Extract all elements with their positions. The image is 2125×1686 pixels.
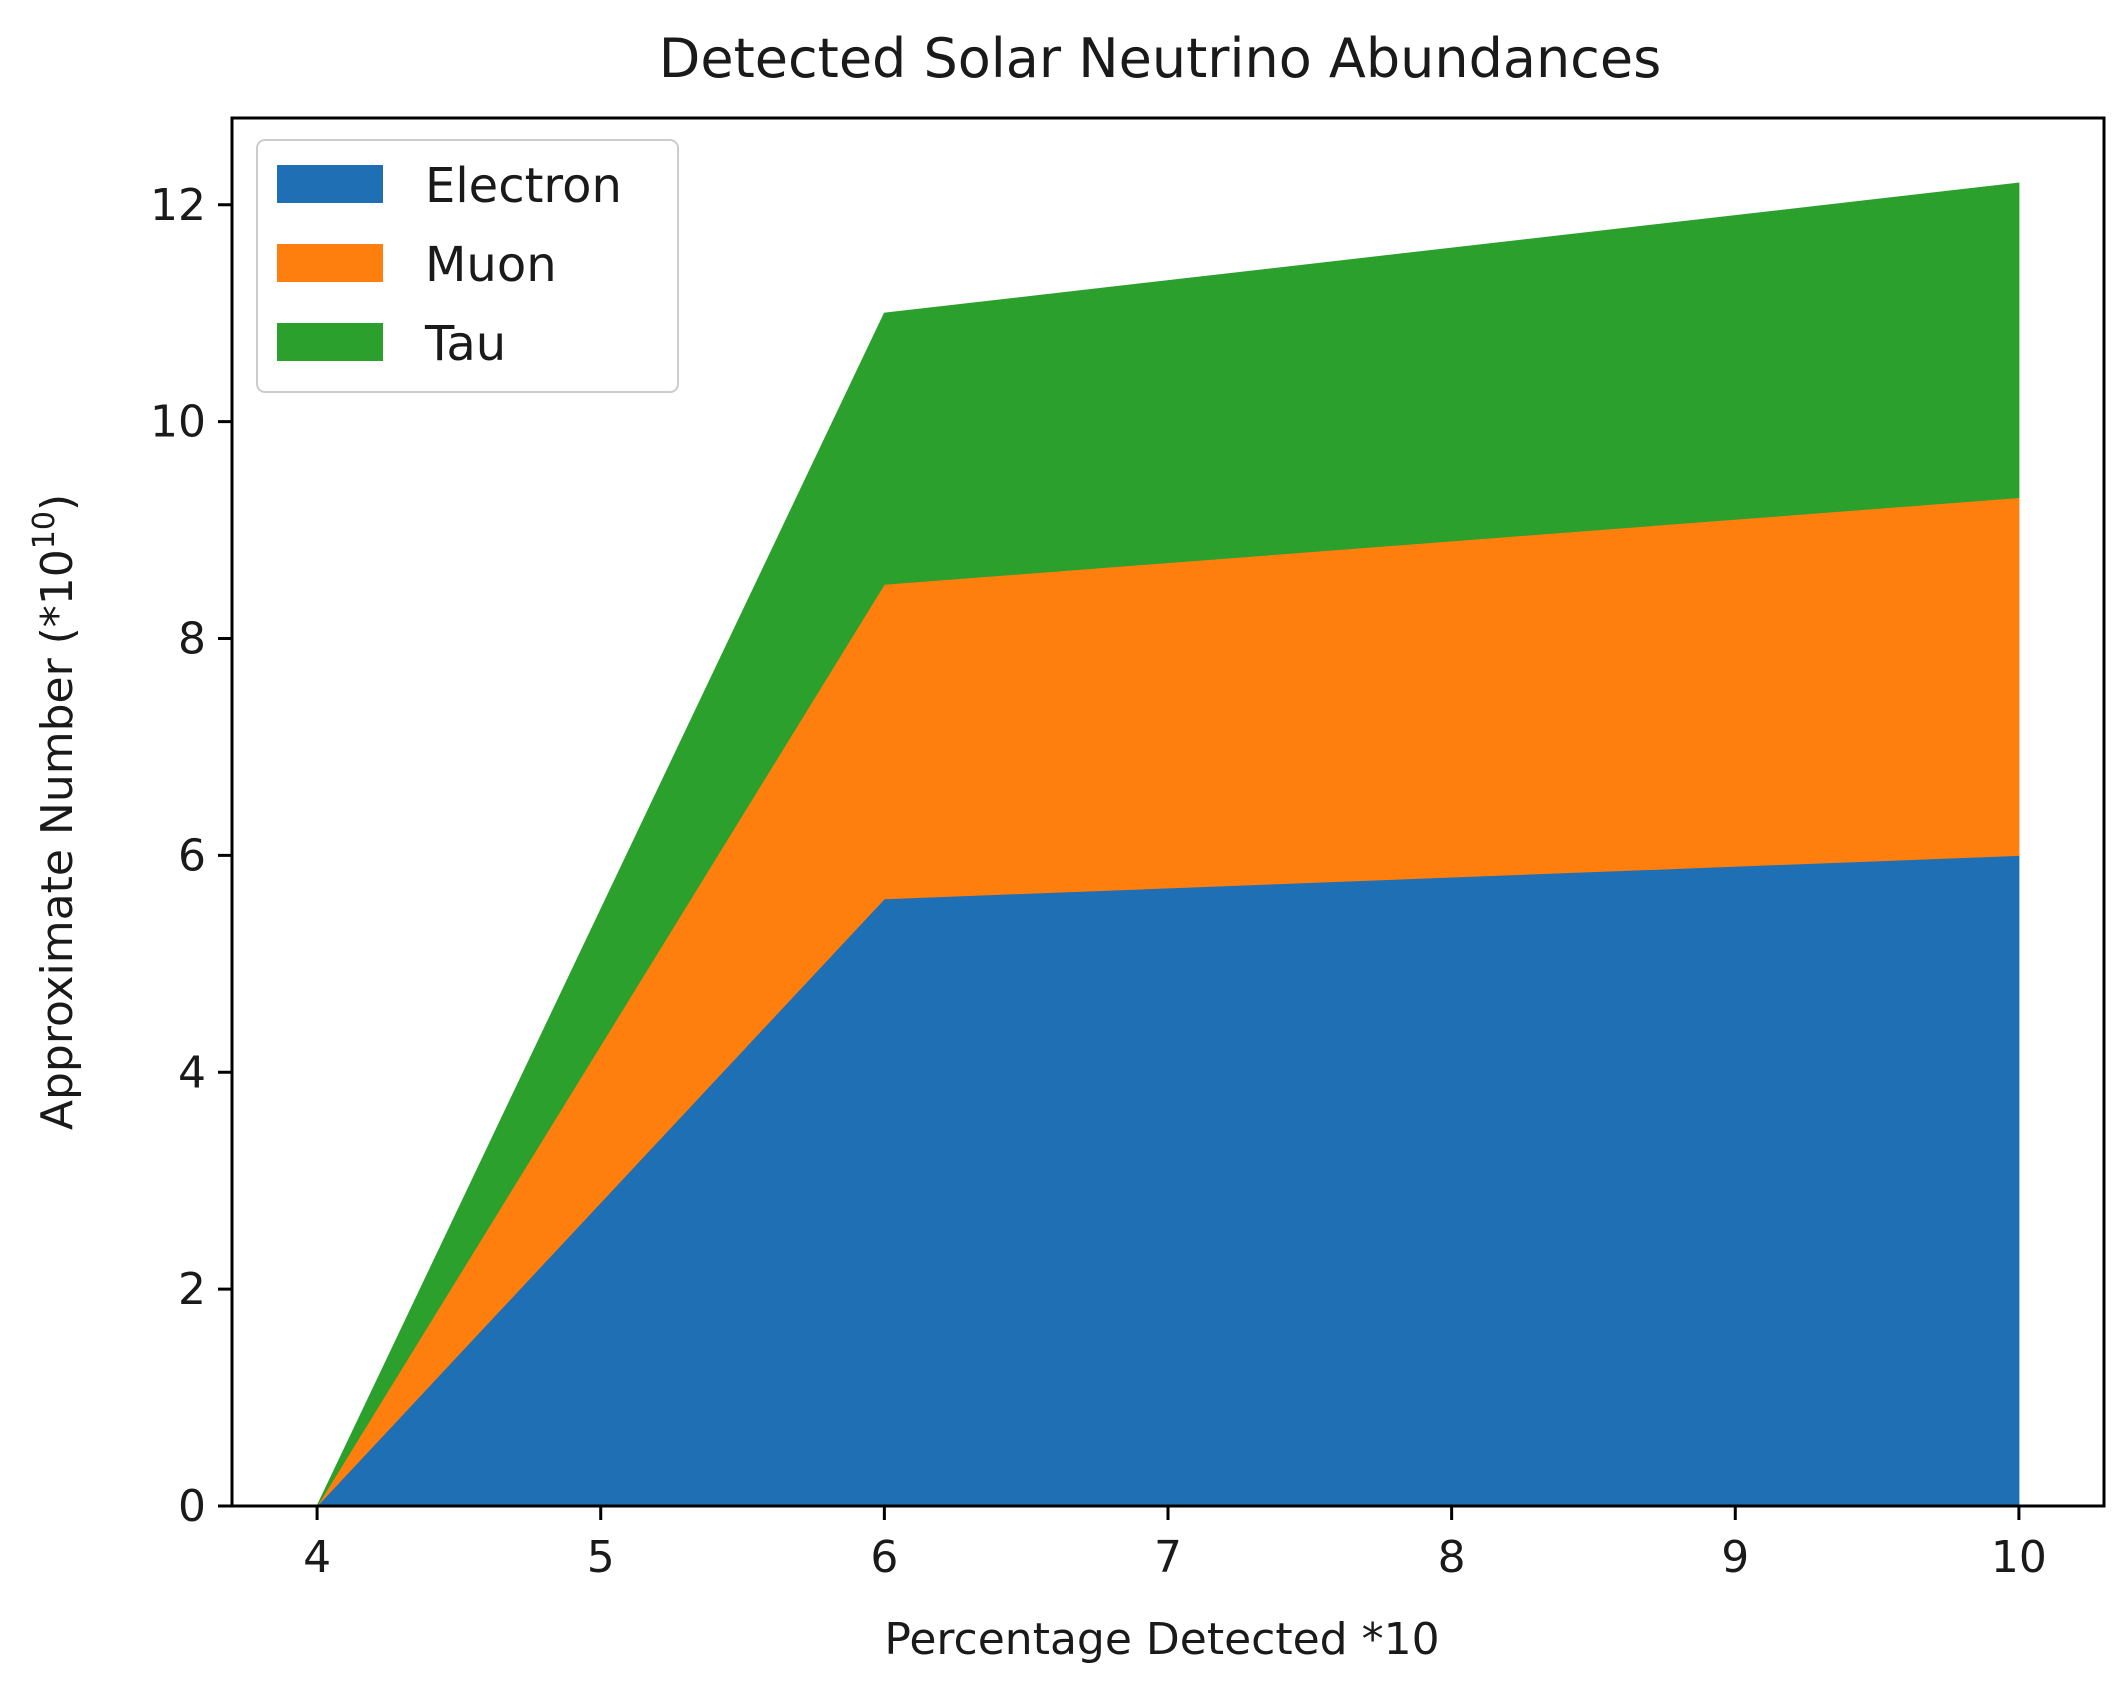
x-tick-label: 10 (1991, 1532, 2047, 1583)
y-axis-label-close: ) (32, 494, 83, 511)
y-axis-ticks: 0 2 4 6 8 10 12 (150, 180, 232, 1532)
y-tick-label: 2 (178, 1264, 206, 1315)
x-tick-label: 8 (1438, 1532, 1466, 1583)
area-tau (316, 182, 2020, 1507)
x-axis-label: Percentage Detected *10 (884, 1614, 1439, 1665)
x-tick-label: 9 (1721, 1532, 1749, 1583)
y-tick-label: 8 (178, 614, 206, 665)
legend-swatch-electron (277, 165, 383, 203)
x-tick-label: 4 (303, 1532, 331, 1583)
y-tick-label: 12 (150, 180, 206, 231)
y-axis-label: Approximate Number (*1010) (27, 494, 83, 1130)
legend-label-electron: Electron (425, 158, 622, 214)
y-axis-label-main: Approximate Number (*10 (32, 549, 83, 1130)
legend-label-muon: Muon (425, 237, 557, 293)
x-tick-label: 5 (587, 1532, 615, 1583)
legend-label-tau: Tau (424, 316, 506, 372)
y-tick-label: 6 (178, 830, 206, 881)
chart-title: Detected Solar Neutrino Abundances (659, 27, 1661, 90)
legend: Electron Muon Tau (256, 139, 679, 393)
legend-swatch-tau (277, 323, 383, 361)
x-tick-label: 6 (870, 1532, 898, 1583)
y-axis-label-exponent: 10 (27, 511, 62, 549)
y-tick-label: 4 (178, 1047, 206, 1098)
x-axis-ticks: 4 5 6 7 8 9 10 (303, 1506, 2047, 1583)
legend-swatch-muon (277, 244, 383, 282)
y-tick-label: 0 (178, 1481, 206, 1532)
x-tick-label: 7 (1154, 1532, 1182, 1583)
y-tick-label: 10 (150, 397, 206, 448)
